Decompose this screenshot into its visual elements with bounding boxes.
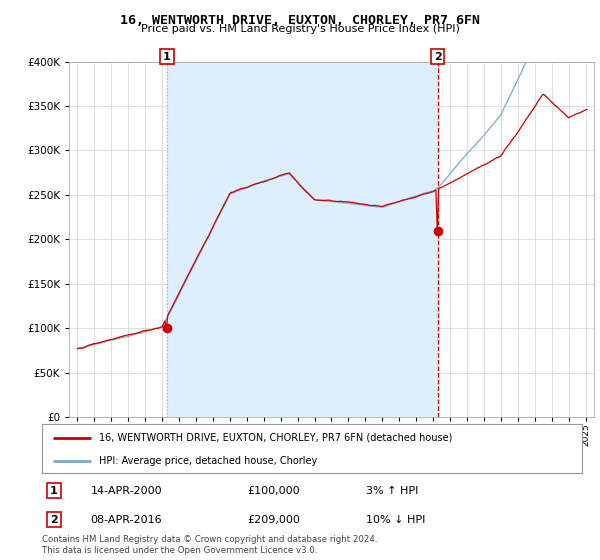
Text: 16, WENTWORTH DRIVE, EUXTON, CHORLEY, PR7 6FN (detached house): 16, WENTWORTH DRIVE, EUXTON, CHORLEY, PR… xyxy=(98,433,452,443)
Text: 14-APR-2000: 14-APR-2000 xyxy=(91,486,162,496)
Text: £209,000: £209,000 xyxy=(247,515,300,525)
Text: HPI: Average price, detached house, Chorley: HPI: Average price, detached house, Chor… xyxy=(98,456,317,466)
Text: 1: 1 xyxy=(50,486,58,496)
Text: 16, WENTWORTH DRIVE, EUXTON, CHORLEY, PR7 6FN: 16, WENTWORTH DRIVE, EUXTON, CHORLEY, PR… xyxy=(120,14,480,27)
Text: 2: 2 xyxy=(50,515,58,525)
Text: £100,000: £100,000 xyxy=(247,486,300,496)
Text: 10% ↓ HPI: 10% ↓ HPI xyxy=(366,515,425,525)
Text: 2: 2 xyxy=(434,52,442,62)
Text: 3% ↑ HPI: 3% ↑ HPI xyxy=(366,486,418,496)
Text: 1: 1 xyxy=(163,52,171,62)
Bar xyxy=(167,62,437,417)
Text: Price paid vs. HM Land Registry's House Price Index (HPI): Price paid vs. HM Land Registry's House … xyxy=(140,24,460,34)
Text: Contains HM Land Registry data © Crown copyright and database right 2024.
This d: Contains HM Land Registry data © Crown c… xyxy=(42,535,377,555)
Text: 08-APR-2016: 08-APR-2016 xyxy=(91,515,162,525)
